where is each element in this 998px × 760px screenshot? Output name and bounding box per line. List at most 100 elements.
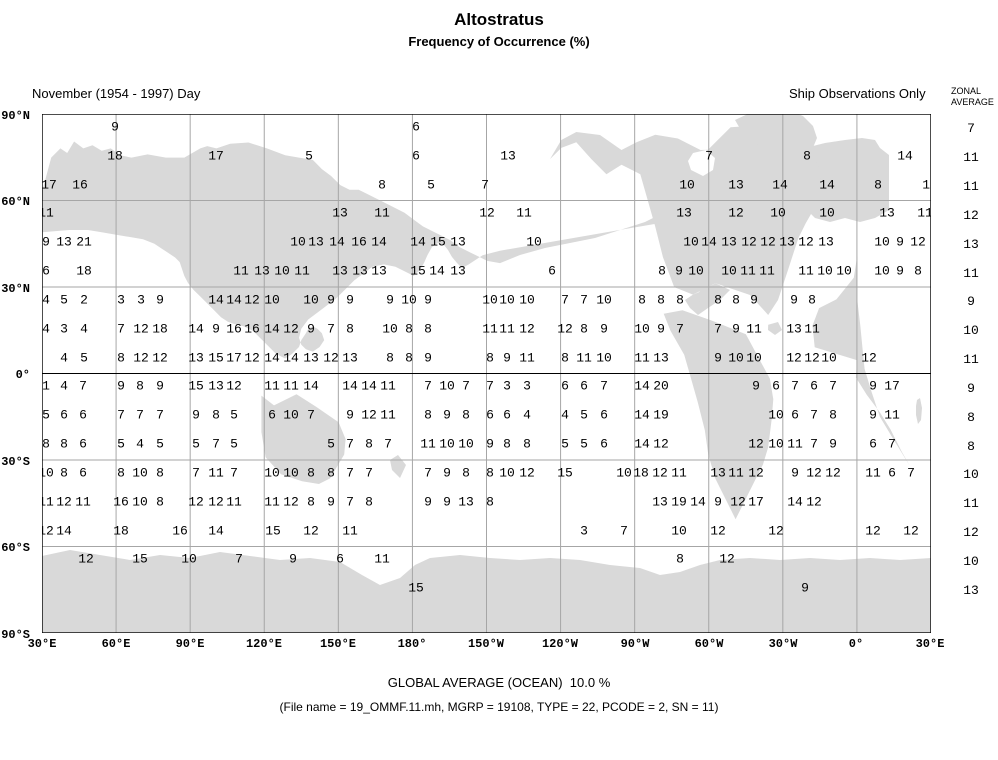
svg-text:7: 7 [117, 408, 125, 423]
svg-text:13: 13 [308, 235, 324, 250]
svg-text:15: 15 [557, 466, 573, 481]
svg-text:13: 13 [450, 264, 466, 279]
svg-text:11: 11 [380, 408, 396, 423]
svg-text:9: 9 [386, 293, 394, 308]
svg-text:4: 4 [42, 293, 50, 308]
svg-text:10: 10 [728, 351, 744, 366]
svg-text:10: 10 [671, 524, 687, 539]
svg-text:11: 11 [420, 437, 436, 452]
svg-text:12: 12 [361, 408, 377, 423]
svg-text:7: 7 [384, 437, 392, 452]
svg-text:11: 11 [482, 322, 498, 337]
svg-text:7: 7 [620, 524, 628, 539]
svg-text:11: 11 [42, 495, 54, 510]
svg-text:15: 15 [188, 379, 204, 394]
svg-text:13: 13 [303, 351, 319, 366]
svg-text:14: 14 [429, 264, 445, 279]
svg-text:12: 12 [519, 466, 535, 481]
svg-text:12: 12 [910, 235, 926, 250]
svg-text:9: 9 [156, 379, 164, 394]
svg-text:10: 10 [401, 293, 417, 308]
svg-text:8: 8 [732, 293, 740, 308]
svg-text:7: 7 [907, 466, 915, 481]
svg-text:14: 14 [787, 495, 803, 510]
svg-text:21: 21 [76, 235, 92, 250]
svg-text:6: 6 [336, 552, 344, 567]
svg-text:4: 4 [60, 379, 68, 394]
svg-text:8: 8 [386, 351, 394, 366]
svg-text:12: 12 [825, 466, 841, 481]
svg-text:12: 12 [748, 466, 764, 481]
svg-text:9: 9 [600, 322, 608, 337]
svg-text:7: 7 [346, 437, 354, 452]
svg-text:8: 8 [803, 149, 811, 164]
svg-text:7: 7 [327, 322, 335, 337]
svg-text:6: 6 [42, 264, 50, 279]
svg-text:6: 6 [810, 379, 818, 394]
svg-text:9: 9 [424, 293, 432, 308]
svg-text:11: 11 [208, 466, 224, 481]
svg-text:12: 12 [903, 524, 919, 539]
svg-text:14: 14 [701, 235, 717, 250]
svg-text:18: 18 [113, 524, 129, 539]
svg-text:9: 9 [327, 495, 335, 510]
svg-text:13: 13 [500, 149, 516, 164]
svg-text:10: 10 [264, 466, 280, 481]
svg-text:12: 12 [244, 351, 260, 366]
svg-text:6: 6 [772, 379, 780, 394]
svg-text:9: 9 [117, 379, 125, 394]
svg-text:9: 9 [111, 120, 119, 135]
svg-text:10: 10 [499, 466, 515, 481]
svg-text:6: 6 [580, 379, 588, 394]
svg-text:11: 11 [42, 206, 54, 221]
svg-text:16: 16 [172, 524, 188, 539]
svg-text:7: 7 [486, 379, 494, 394]
svg-text:14: 14 [208, 293, 224, 308]
svg-text:11: 11 [380, 379, 396, 394]
svg-text:12: 12 [806, 495, 822, 510]
svg-text:11: 11 [917, 206, 931, 221]
svg-text:9: 9 [327, 293, 335, 308]
svg-text:7: 7 [888, 437, 896, 452]
svg-text:12: 12 [78, 552, 94, 567]
svg-text:3: 3 [137, 293, 145, 308]
svg-text:8: 8 [486, 466, 494, 481]
svg-text:10: 10 [679, 178, 695, 193]
svg-text:12: 12 [719, 552, 735, 567]
svg-text:13: 13 [676, 206, 692, 221]
svg-text:12: 12 [741, 235, 757, 250]
svg-text:7: 7 [136, 408, 144, 423]
svg-text:10: 10 [482, 293, 498, 308]
svg-text:9: 9 [424, 351, 432, 366]
svg-text:13: 13 [450, 235, 466, 250]
svg-text:7: 7 [481, 178, 489, 193]
svg-text:12: 12 [226, 379, 242, 394]
svg-text:10: 10 [458, 437, 474, 452]
svg-text:7: 7 [365, 466, 373, 481]
svg-text:8: 8 [676, 293, 684, 308]
svg-text:9: 9 [503, 351, 511, 366]
svg-text:6: 6 [412, 149, 420, 164]
svg-text:7: 7 [79, 379, 87, 394]
svg-text:10: 10 [132, 495, 148, 510]
svg-text:7: 7 [212, 437, 220, 452]
svg-text:12: 12 [861, 351, 877, 366]
svg-text:14: 14 [226, 293, 242, 308]
svg-text:8: 8 [307, 466, 315, 481]
svg-text:10: 10 [439, 437, 455, 452]
svg-text:11: 11 [516, 206, 532, 221]
svg-text:10: 10 [874, 235, 890, 250]
svg-text:7: 7 [192, 466, 200, 481]
svg-text:4: 4 [60, 351, 68, 366]
svg-text:12: 12 [133, 322, 149, 337]
svg-text:10: 10 [821, 351, 837, 366]
svg-text:12: 12 [710, 524, 726, 539]
svg-text:7: 7 [705, 149, 713, 164]
svg-text:8: 8 [580, 322, 588, 337]
svg-text:6: 6 [503, 408, 511, 423]
svg-text:12: 12 [786, 351, 802, 366]
svg-text:5: 5 [561, 437, 569, 452]
svg-text:14: 14 [410, 235, 426, 250]
svg-text:8: 8 [117, 351, 125, 366]
svg-text:14: 14 [329, 235, 345, 250]
